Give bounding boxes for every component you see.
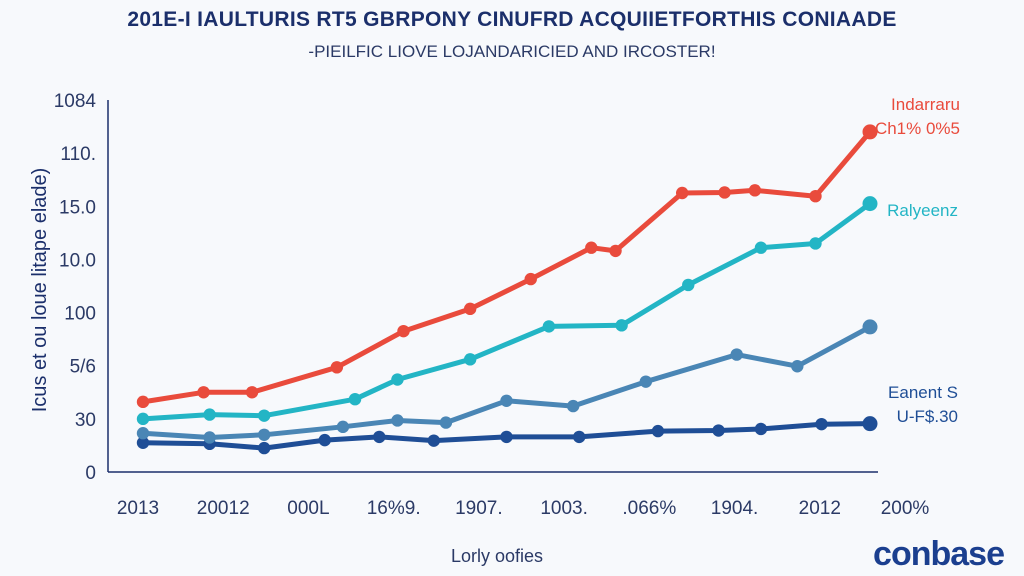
- series-line-2: [140, 201, 873, 422]
- chart-axes: [107, 100, 878, 473]
- brand-logo: conbase: [873, 535, 1005, 573]
- series-1-point: [330, 361, 344, 374]
- series-1-point: [397, 324, 410, 338]
- y-tick-label: 1084: [54, 91, 97, 112]
- x-tick-label: 1907.: [455, 498, 503, 519]
- series-4-point: [712, 424, 725, 437]
- series-1-point: [862, 124, 878, 140]
- series-1-point: [524, 272, 537, 286]
- y-tick-label: 100: [64, 304, 96, 325]
- series-3-point: [391, 414, 404, 427]
- series-3-point: [566, 399, 580, 413]
- y-tick-label: 10.0: [59, 250, 96, 271]
- series-2-point: [463, 353, 477, 366]
- y-tick-label: 5/6: [70, 357, 96, 378]
- series-label: U-F$.30: [897, 407, 958, 426]
- y-tick-label: 15.0: [59, 197, 96, 218]
- series-4-point: [573, 430, 586, 444]
- series-label: Indarraru: [891, 95, 960, 114]
- series-label: Ch1% 0%5: [875, 119, 960, 138]
- series-label: Ralyeenz: [887, 201, 958, 220]
- x-tick-label: 16%9.: [367, 498, 421, 519]
- series-2-point: [615, 319, 628, 332]
- series-4-point: [136, 436, 150, 449]
- series-3-point: [257, 428, 271, 441]
- series-1-point: [136, 395, 150, 409]
- series-3-point: [203, 431, 216, 444]
- series-1-point: [748, 184, 762, 197]
- chart-subtitle: -PIEILFIC LIOVE LOJANDARICIED AND IRCOST…: [308, 42, 716, 61]
- series-4-point: [862, 416, 878, 432]
- x-tick-label: 000L: [287, 498, 329, 519]
- x-tick-label: 200%: [881, 498, 930, 519]
- y-tick-label: 30: [75, 410, 96, 431]
- x-tick-label: 2013: [117, 498, 159, 519]
- series-4-point: [257, 441, 271, 455]
- y-axis-label: Icus et ou loue litape elade): [29, 168, 51, 413]
- series-3-point: [136, 427, 150, 440]
- series-label: Eanent S: [888, 383, 958, 402]
- series-2-point: [809, 237, 822, 250]
- x-tick-label: 2012: [799, 498, 841, 519]
- series-1-point: [609, 244, 622, 258]
- series-2-point: [136, 412, 150, 426]
- series-4-point: [318, 433, 331, 447]
- series-3-point: [336, 420, 350, 434]
- series-1-point: [463, 302, 477, 316]
- series-2-point: [754, 241, 768, 254]
- chart-ticks: 0 30 5/6 100 10.0 15.0 110. 1084 2013 20012 000L 16…: [54, 91, 930, 519]
- x-tick-label: .066%: [622, 498, 676, 519]
- y-tick-label: 0: [85, 463, 96, 484]
- series-1-point: [675, 186, 689, 200]
- series-1-point: [809, 189, 822, 203]
- series-2-point: [862, 196, 878, 212]
- chart-series: [136, 124, 878, 455]
- series-3-point: [439, 416, 453, 429]
- chart-series-labels: Indarraru Ch1% 0%5 Ralyeenz Eanent S U-F$.30: [875, 95, 960, 426]
- series-4-point: [651, 424, 665, 438]
- series-line-3: [140, 324, 873, 440]
- series-2-point: [391, 373, 404, 386]
- series-1-point: [718, 186, 731, 199]
- series-2-point: [348, 392, 362, 406]
- series-3-point: [862, 319, 878, 335]
- series-4-point: [754, 422, 768, 436]
- series-1-point: [197, 386, 210, 399]
- series-3-point: [500, 394, 513, 407]
- series-1-point: [585, 241, 598, 254]
- x-tick-label: 1904.: [711, 498, 759, 519]
- y-tick-label: 110.: [60, 144, 96, 165]
- series-2-point: [682, 278, 695, 292]
- series-4-point: [500, 430, 513, 444]
- series-3-point: [730, 348, 743, 361]
- x-tick-label: 1003.: [540, 498, 588, 519]
- series-1-point: [245, 386, 259, 399]
- series-2-point: [203, 408, 216, 421]
- x-axis-label: Lorly oofies: [451, 546, 543, 566]
- series-3-point: [639, 375, 653, 388]
- series-2-point: [257, 409, 271, 422]
- series-3-point: [791, 360, 804, 373]
- series-2-point: [542, 320, 556, 333]
- chart-title: 201E-I IAULTURIS RT5 GBRPONY CINUFRD ACQ…: [127, 8, 897, 31]
- series-4-point: [373, 430, 386, 444]
- series-4-point: [815, 417, 828, 431]
- series-4-point: [427, 434, 440, 447]
- x-tick-label: 20012: [197, 498, 250, 519]
